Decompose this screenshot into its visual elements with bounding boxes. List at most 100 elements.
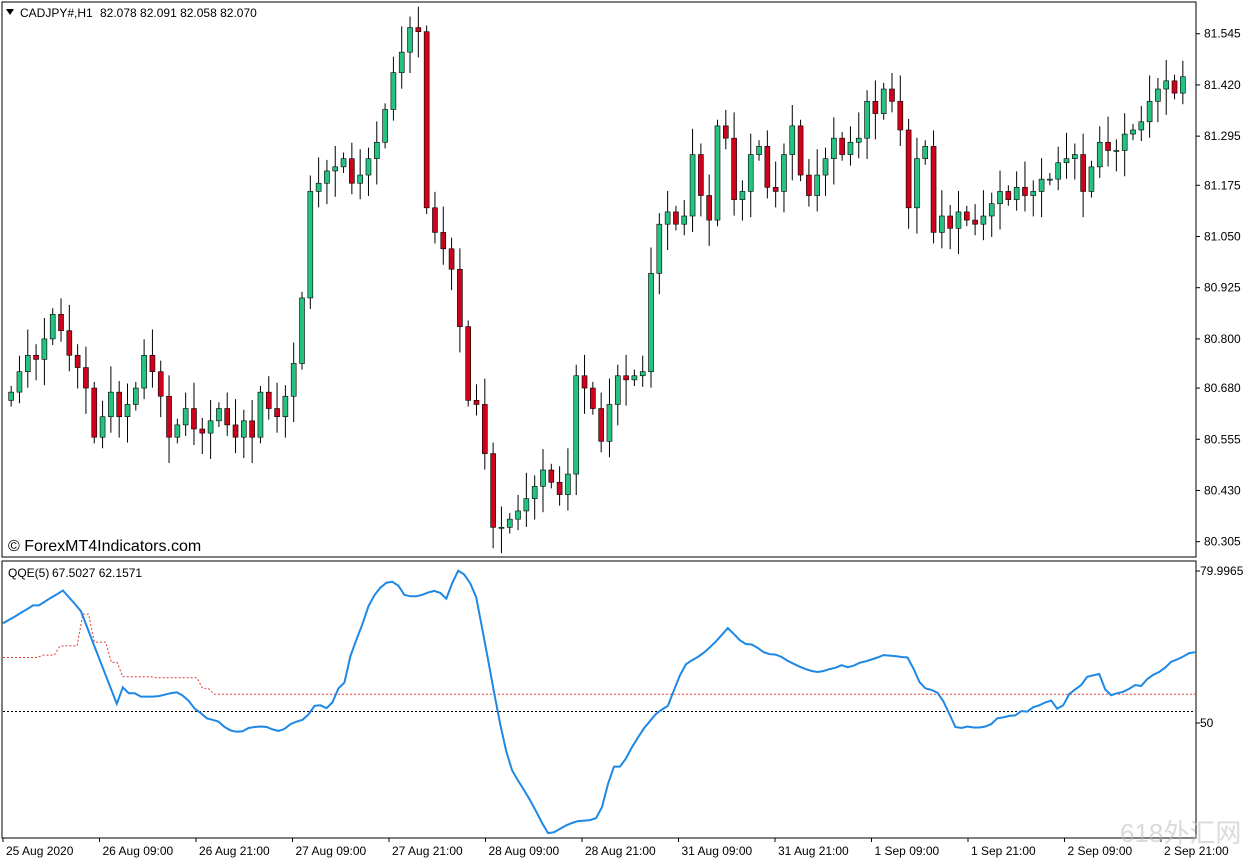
candle bbox=[639, 355, 646, 387]
candle-body bbox=[332, 166, 339, 172]
candle bbox=[365, 147, 372, 196]
candle-body bbox=[963, 211, 970, 221]
indicator-panel[interactable]: QQE(5) 67.5027 62.1571 79.9965 50 bbox=[1, 560, 1244, 839]
candle-body bbox=[540, 469, 546, 487]
candle bbox=[332, 145, 339, 197]
candle-body bbox=[565, 473, 571, 495]
candle-body bbox=[714, 125, 721, 221]
candle bbox=[1055, 146, 1061, 191]
candle bbox=[756, 140, 762, 161]
time-tick-label: 27 Aug 21:00 bbox=[392, 844, 463, 858]
collapse-triangle-icon[interactable] bbox=[6, 9, 14, 15]
candle-body bbox=[149, 354, 156, 372]
candle bbox=[1138, 105, 1145, 142]
candle bbox=[224, 392, 231, 436]
time-tick-label: 27 Aug 09:00 bbox=[296, 844, 367, 858]
price-tick-label: 80.800 bbox=[1204, 332, 1241, 346]
candle-body bbox=[772, 187, 779, 192]
candle bbox=[506, 512, 513, 534]
candle bbox=[947, 204, 953, 250]
candle-body bbox=[324, 170, 330, 184]
time-tick-label: 2 Sep 09:00 bbox=[1068, 844, 1133, 858]
candle-body bbox=[423, 31, 430, 209]
candle-body bbox=[988, 203, 995, 217]
price-tick-label: 81.545 bbox=[1204, 27, 1241, 41]
candle-body bbox=[224, 408, 231, 426]
candle-body bbox=[939, 215, 945, 233]
candle bbox=[806, 159, 812, 207]
candle-body bbox=[930, 146, 937, 233]
candle bbox=[1113, 139, 1120, 172]
candle-body bbox=[806, 174, 812, 196]
candle-body bbox=[249, 420, 255, 438]
candle bbox=[681, 200, 688, 236]
candle-body bbox=[698, 154, 704, 196]
candle bbox=[1105, 116, 1111, 167]
candle-body bbox=[241, 420, 247, 438]
candle bbox=[855, 112, 862, 159]
candle-body bbox=[831, 137, 837, 159]
candle bbox=[465, 320, 471, 407]
candle bbox=[864, 90, 870, 160]
candle bbox=[631, 369, 638, 387]
candle-body bbox=[207, 420, 214, 434]
candle-body bbox=[116, 391, 122, 418]
candle bbox=[174, 418, 181, 444]
candle-body bbox=[1096, 141, 1103, 168]
candle bbox=[407, 16, 413, 74]
candle-body bbox=[947, 215, 953, 229]
candle bbox=[963, 205, 970, 227]
candle bbox=[91, 381, 98, 444]
candle-body bbox=[822, 158, 829, 176]
candle bbox=[1072, 143, 1078, 180]
candle-body bbox=[49, 314, 56, 340]
candle-body bbox=[656, 223, 663, 274]
candle bbox=[914, 137, 920, 234]
candle bbox=[1047, 172, 1053, 186]
candle-body bbox=[1113, 150, 1120, 152]
candle-body bbox=[457, 268, 463, 327]
candle-body bbox=[673, 211, 679, 225]
candle bbox=[324, 159, 330, 205]
candle-body bbox=[91, 387, 98, 438]
main-price-panel[interactable]: CADJPY#,H1 82.078 82.091 82.058 82.070 ©… bbox=[1, 1, 1197, 558]
candle bbox=[241, 409, 247, 459]
candle-body bbox=[781, 154, 787, 192]
candle-body bbox=[232, 424, 239, 438]
time-tick-label: 26 Aug 09:00 bbox=[103, 844, 174, 858]
candle bbox=[432, 191, 438, 244]
candle bbox=[265, 376, 272, 420]
candle-body bbox=[664, 211, 671, 225]
candle-body bbox=[789, 125, 796, 155]
candle bbox=[540, 449, 546, 513]
candle-body bbox=[182, 408, 189, 426]
indicator-top-label: 79.9965 bbox=[1200, 564, 1244, 578]
candle bbox=[307, 175, 314, 309]
candle-body bbox=[1171, 80, 1178, 94]
candle bbox=[573, 364, 580, 495]
candle-body bbox=[1022, 187, 1028, 196]
indicator-values: 67.5027 62.1571 bbox=[52, 566, 142, 580]
candle-body bbox=[58, 314, 64, 332]
candle-body bbox=[1013, 187, 1020, 200]
candle bbox=[1180, 60, 1186, 105]
candle bbox=[581, 354, 588, 414]
indicator-name: QQE(5) bbox=[8, 566, 49, 580]
candle bbox=[1146, 75, 1153, 138]
candle bbox=[831, 117, 837, 185]
candle-body bbox=[1121, 133, 1128, 151]
candle-body bbox=[747, 154, 754, 192]
price-axis: 81.545 81.420 81.295 81.175 81.050 80.925 80.8… bbox=[1196, 27, 1241, 549]
candle bbox=[290, 342, 297, 423]
candle-body bbox=[1055, 162, 1061, 180]
candle bbox=[822, 147, 829, 196]
candle-body bbox=[257, 391, 264, 438]
candle bbox=[731, 112, 737, 216]
candle-body bbox=[914, 158, 920, 209]
candle bbox=[1171, 74, 1178, 100]
candle-body bbox=[756, 146, 762, 155]
candle-body bbox=[681, 215, 688, 225]
candle bbox=[531, 475, 538, 520]
candle bbox=[482, 378, 488, 470]
